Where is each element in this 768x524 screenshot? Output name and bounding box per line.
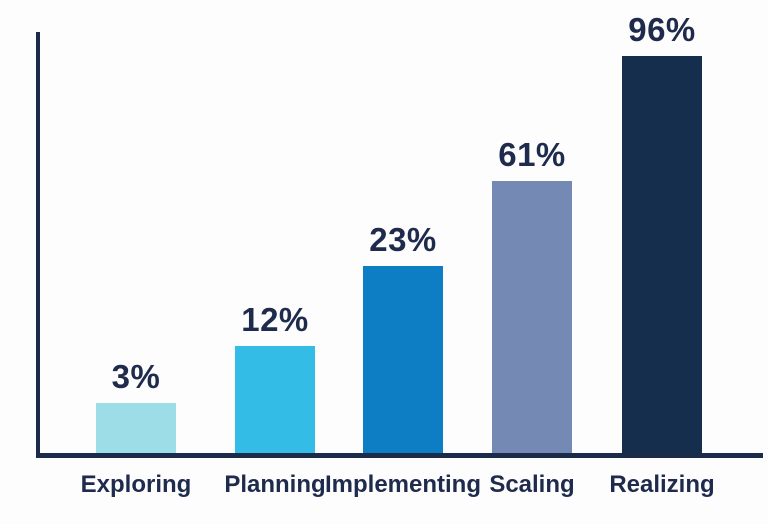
bar-realizing bbox=[622, 56, 702, 453]
bar-value-label: 23% bbox=[369, 221, 437, 258]
bar-value-label: 3% bbox=[111, 358, 161, 395]
y-axis bbox=[36, 32, 40, 458]
bar-value-label: 61% bbox=[498, 136, 566, 173]
x-tick-label: Scaling bbox=[489, 471, 575, 498]
bar-exploring bbox=[96, 403, 176, 453]
x-tick-label: Planning bbox=[224, 471, 326, 498]
x-axis bbox=[36, 453, 763, 458]
bar-scaling bbox=[492, 181, 572, 453]
bar-planning bbox=[235, 346, 315, 453]
x-tick-label: Realizing bbox=[609, 471, 715, 498]
x-tick-label: Implementing bbox=[324, 471, 481, 498]
x-tick-label: Exploring bbox=[80, 471, 192, 498]
bar-value-label: 96% bbox=[628, 11, 696, 48]
bar-value-label: 12% bbox=[241, 301, 309, 338]
bar-implementing bbox=[363, 266, 443, 453]
